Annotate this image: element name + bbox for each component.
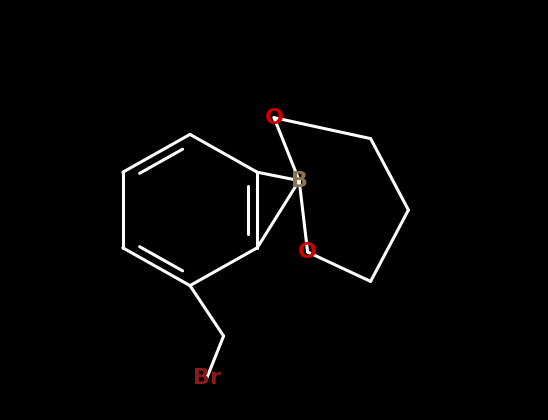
Text: O: O: [298, 242, 317, 262]
Text: O: O: [265, 108, 283, 128]
Text: Br: Br: [193, 368, 221, 388]
Text: B: B: [290, 171, 307, 191]
